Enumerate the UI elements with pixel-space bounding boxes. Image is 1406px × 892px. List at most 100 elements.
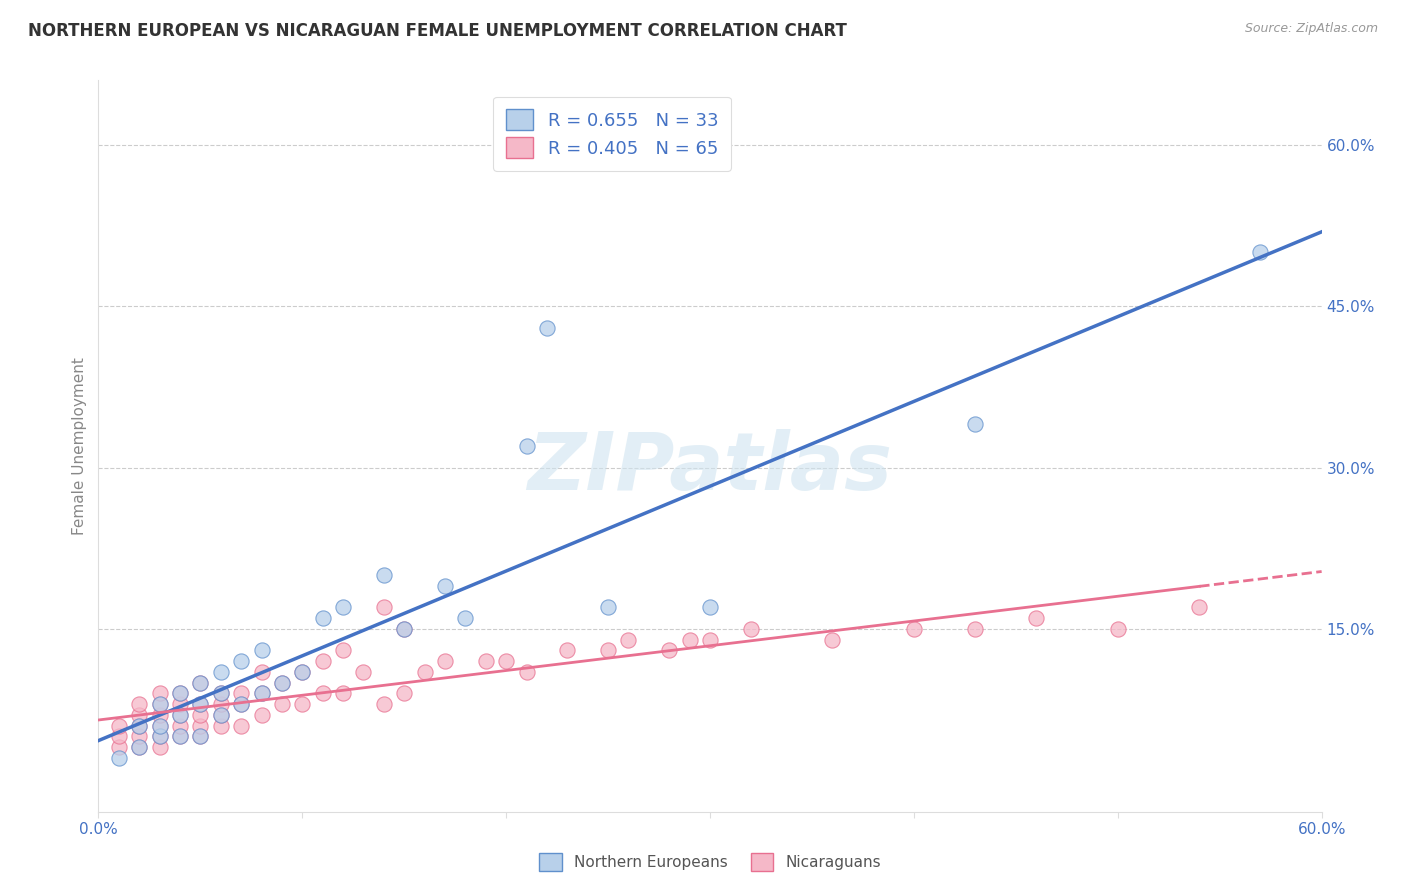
Point bbox=[149, 719, 172, 733]
Point bbox=[209, 686, 232, 700]
Point bbox=[231, 686, 253, 700]
Point bbox=[149, 697, 172, 711]
Point bbox=[392, 622, 416, 636]
Point bbox=[516, 665, 538, 679]
Point bbox=[291, 665, 314, 679]
Point bbox=[209, 707, 232, 722]
Point bbox=[270, 675, 294, 690]
Point bbox=[617, 632, 640, 647]
Point bbox=[169, 686, 191, 700]
Point bbox=[231, 697, 253, 711]
Point bbox=[250, 686, 273, 700]
Point bbox=[1188, 600, 1211, 615]
Point bbox=[128, 697, 150, 711]
Point bbox=[434, 579, 457, 593]
Point bbox=[332, 600, 354, 615]
Point bbox=[373, 600, 395, 615]
Point bbox=[250, 686, 273, 700]
Point bbox=[740, 622, 762, 636]
Point bbox=[332, 686, 354, 700]
Point bbox=[312, 654, 335, 668]
Point bbox=[413, 665, 436, 679]
Point bbox=[434, 654, 457, 668]
Point bbox=[1249, 245, 1271, 260]
Point bbox=[332, 643, 354, 657]
Point bbox=[454, 611, 477, 625]
Point bbox=[169, 730, 191, 744]
Point bbox=[557, 643, 579, 657]
Point bbox=[209, 686, 232, 700]
Point bbox=[188, 730, 212, 744]
Point bbox=[1107, 622, 1129, 636]
Text: Source: ZipAtlas.com: Source: ZipAtlas.com bbox=[1244, 22, 1378, 36]
Point bbox=[209, 719, 232, 733]
Point bbox=[169, 730, 191, 744]
Point bbox=[392, 686, 416, 700]
Point bbox=[373, 568, 395, 582]
Point bbox=[188, 730, 212, 744]
Point bbox=[965, 622, 987, 636]
Point bbox=[108, 719, 131, 733]
Point bbox=[128, 719, 150, 733]
Point bbox=[169, 707, 191, 722]
Point bbox=[495, 654, 517, 668]
Point bbox=[128, 730, 150, 744]
Point bbox=[149, 719, 172, 733]
Point bbox=[149, 730, 172, 744]
Point bbox=[1025, 611, 1047, 625]
Point bbox=[169, 686, 191, 700]
Point bbox=[250, 665, 273, 679]
Point bbox=[169, 719, 191, 733]
Point bbox=[188, 675, 212, 690]
Point bbox=[250, 707, 273, 722]
Point bbox=[169, 707, 191, 722]
Point bbox=[903, 622, 925, 636]
Point bbox=[128, 740, 150, 755]
Legend: Northern Europeans, Nicaraguans: Northern Europeans, Nicaraguans bbox=[533, 847, 887, 877]
Point bbox=[965, 417, 987, 432]
Point bbox=[108, 751, 131, 765]
Point bbox=[188, 697, 212, 711]
Point bbox=[128, 707, 150, 722]
Point bbox=[128, 740, 150, 755]
Point bbox=[598, 643, 620, 657]
Point bbox=[231, 697, 253, 711]
Point bbox=[209, 665, 232, 679]
Point bbox=[149, 697, 172, 711]
Point bbox=[128, 719, 150, 733]
Point bbox=[312, 611, 335, 625]
Point bbox=[231, 719, 253, 733]
Point bbox=[699, 600, 721, 615]
Point bbox=[188, 719, 212, 733]
Point bbox=[679, 632, 702, 647]
Point bbox=[291, 697, 314, 711]
Point bbox=[188, 675, 212, 690]
Point bbox=[474, 654, 498, 668]
Point bbox=[149, 730, 172, 744]
Point bbox=[108, 730, 131, 744]
Text: NORTHERN EUROPEAN VS NICARAGUAN FEMALE UNEMPLOYMENT CORRELATION CHART: NORTHERN EUROPEAN VS NICARAGUAN FEMALE U… bbox=[28, 22, 846, 40]
Point bbox=[270, 675, 294, 690]
Text: ZIPatlas: ZIPatlas bbox=[527, 429, 893, 507]
Point bbox=[598, 600, 620, 615]
Point bbox=[250, 643, 273, 657]
Point bbox=[821, 632, 844, 647]
Y-axis label: Female Unemployment: Female Unemployment bbox=[72, 357, 87, 535]
Point bbox=[209, 697, 232, 711]
Point bbox=[231, 654, 253, 668]
Point bbox=[312, 686, 335, 700]
Point bbox=[291, 665, 314, 679]
Point bbox=[658, 643, 681, 657]
Point bbox=[536, 320, 558, 334]
Point bbox=[169, 697, 191, 711]
Point bbox=[108, 740, 131, 755]
Point bbox=[149, 707, 172, 722]
Point bbox=[188, 697, 212, 711]
Point bbox=[352, 665, 374, 679]
Point bbox=[149, 740, 172, 755]
Point bbox=[373, 697, 395, 711]
Point bbox=[188, 707, 212, 722]
Point bbox=[392, 622, 416, 636]
Point bbox=[699, 632, 721, 647]
Point bbox=[149, 686, 172, 700]
